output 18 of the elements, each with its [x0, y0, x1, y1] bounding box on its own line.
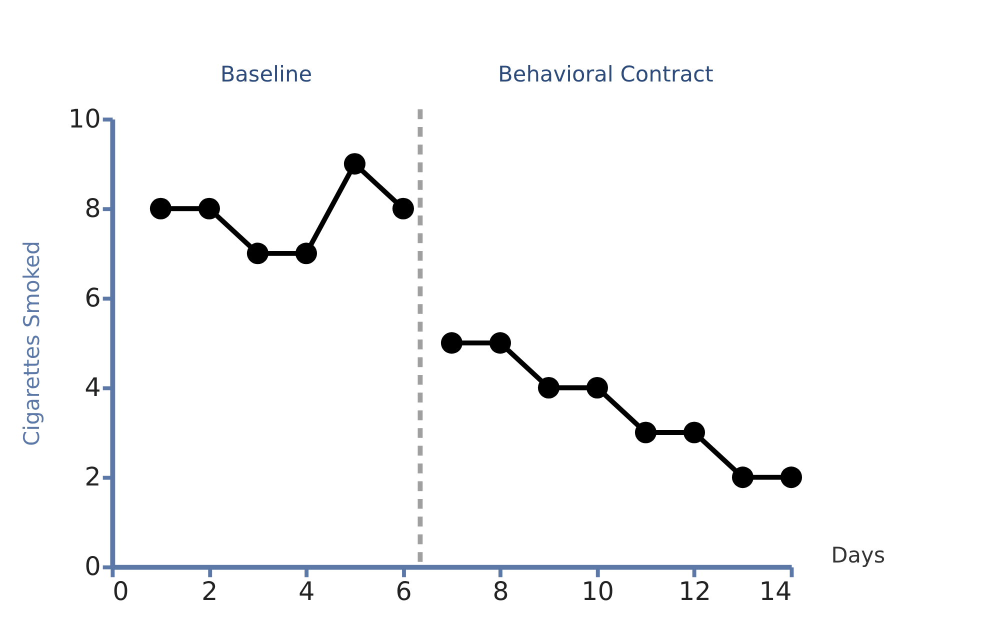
x-tick-label: 10 [581, 576, 614, 607]
x-tick-label: 0 [112, 576, 129, 607]
y-tick-label: 2 [84, 462, 101, 493]
y-tick-label: 10 [68, 104, 101, 134]
y-tick-label: 4 [84, 373, 101, 404]
x-tick-label: 14 [759, 576, 792, 607]
x-tick-label: 4 [298, 576, 315, 607]
x-tick-label: 12 [678, 576, 712, 607]
text: Behavioral Contract [498, 62, 714, 88]
y-tick-label: 8 [84, 194, 101, 224]
y-tick-label: 0 [84, 552, 101, 582]
x-tick-label: 6 [396, 576, 412, 607]
y-axis-title: Cigarettes Smoked [20, 240, 45, 446]
x-axis-title: Days [831, 543, 886, 568]
y-tick-label: 6 [84, 284, 101, 314]
x-tick-label: 8 [492, 576, 509, 607]
text: Baseline [220, 62, 312, 88]
x-tick-label: 2 [202, 576, 218, 607]
